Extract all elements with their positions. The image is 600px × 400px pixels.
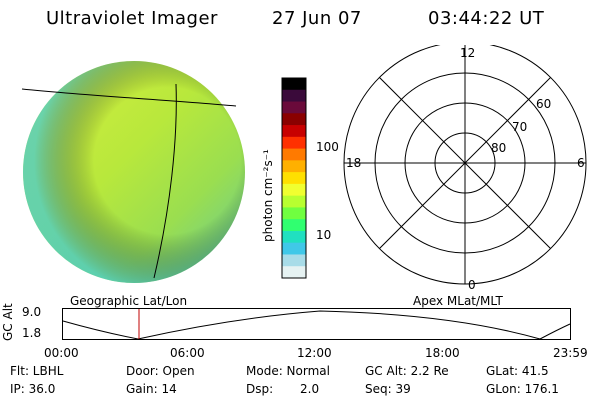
longitude-line (153, 83, 177, 279)
instrument-title: Ultraviolet Imager (46, 8, 218, 29)
mlt-label-0: 0 (468, 278, 476, 292)
colorbar-band (282, 254, 306, 267)
polar-diagonal-2 (379, 77, 551, 249)
colorbar-band (282, 219, 306, 232)
lat-label-60: 60 (536, 97, 552, 111)
mlt-label-18: 18 (346, 156, 362, 170)
date-label: 27 Jun 07 (272, 8, 362, 29)
ip-info: IP: 36.0 (10, 382, 56, 396)
colorbar-band (282, 242, 306, 255)
colorbar-band (282, 113, 306, 126)
time-label: 03:44:22 UT (428, 8, 545, 29)
geographic-label: Geographic Lat/Lon (70, 294, 188, 308)
gain-info: Gain: 14 (126, 382, 177, 396)
time-tick-0: 00:00 (44, 346, 79, 360)
strip-ymin: 1.8 (22, 326, 42, 340)
colorbar-band (282, 266, 306, 279)
colorbar-band (282, 101, 306, 114)
colorbar-band (282, 78, 306, 91)
colorbar-band (282, 160, 306, 173)
colorbar-band (282, 148, 306, 161)
colorbar (281, 77, 307, 279)
earth-limb-glow (23, 61, 245, 283)
altitude-curve (62, 310, 571, 340)
latitude-line (21, 88, 237, 107)
glon-info: GLon: 176.1 (486, 382, 559, 396)
strip-ymax: 9.0 (22, 305, 42, 319)
mlt-label-12: 12 (460, 46, 476, 60)
time-tick-2: 12:00 (297, 346, 332, 360)
time-tick-1: 06:00 (170, 346, 205, 360)
lat-label-70: 70 (512, 120, 528, 134)
colorbar-band (282, 195, 306, 208)
polar-label: Apex MLat/MLT (413, 294, 503, 308)
colorbar-frame (281, 77, 307, 279)
time-tick-3: 18:00 (425, 346, 460, 360)
mlt-label-6: 6 (577, 156, 585, 170)
colorbar-band (282, 183, 306, 197)
colorbar-tick-100: 100 (316, 140, 339, 154)
gc-alt-info: GC Alt: 2.2 Re (365, 364, 449, 378)
colorbar-tick-10: 10 (316, 228, 332, 242)
colorbar-band (282, 89, 306, 103)
seq-info: Seq: 39 (365, 382, 411, 396)
mode-info: Mode: Normal (246, 364, 330, 378)
colorbar-unit-label: photon cm⁻²s⁻¹ (261, 149, 275, 242)
colorbar-band (282, 230, 306, 244)
polar-plot (343, 45, 587, 285)
dsp-label: Dsp: (246, 382, 274, 396)
time-tick-4: 23:59 (553, 346, 588, 360)
colorbar-band (282, 136, 306, 150)
door-info: Door: Open (126, 364, 195, 378)
colorbar-band (282, 207, 306, 220)
geographic-image (21, 61, 245, 283)
colorbar-band (282, 125, 306, 138)
altitude-strip (62, 308, 571, 340)
dsp-value: 2.0 (300, 382, 320, 396)
colorbar-band (282, 172, 306, 185)
strip-frame (62, 308, 571, 340)
lat-label-80: 80 (491, 141, 507, 155)
filter-info: Flt: LBHL (10, 364, 64, 378)
strip-ylabel: GC Alt (1, 303, 15, 341)
glat-info: GLat: 41.5 (486, 364, 549, 378)
